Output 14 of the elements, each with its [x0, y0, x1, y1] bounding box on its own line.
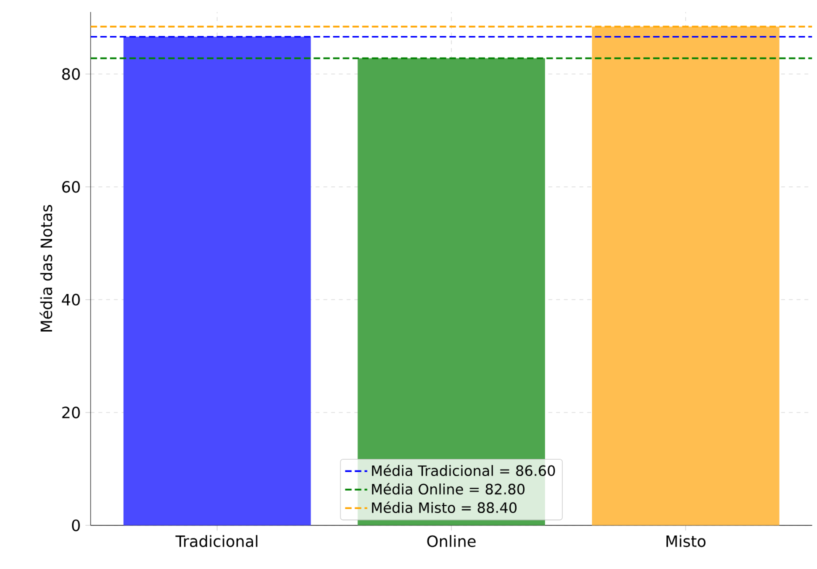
y-tick-label: 80	[62, 68, 80, 80]
y-tick-label: 20	[62, 406, 80, 418]
legend-label: Média Misto = 88.40	[372, 501, 517, 513]
legend-label: Média Online = 82.80	[372, 482, 524, 494]
x-tick-label: Online	[427, 534, 476, 547]
y-tick-label: 60	[62, 180, 80, 193]
bar	[592, 26, 780, 526]
bar	[123, 36, 311, 526]
y-tick-label: 40	[62, 294, 80, 306]
x-tick-label: Tradicional	[175, 534, 258, 547]
x-tick-label: Misto	[666, 534, 706, 547]
legend-label: Média Tradicional = 86.60	[372, 464, 555, 476]
y-tick-label: 0	[72, 519, 80, 532]
y-axis-title: Média das Notas	[40, 204, 52, 332]
